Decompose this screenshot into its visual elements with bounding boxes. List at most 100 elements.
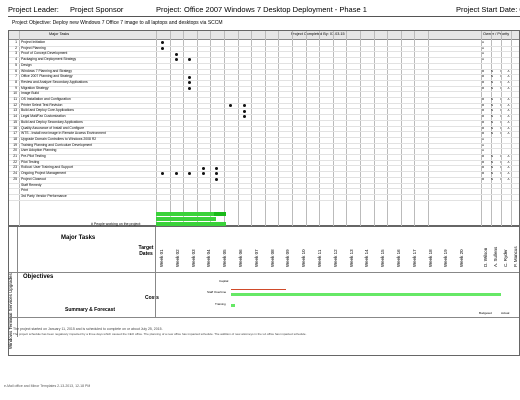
row-number: 18: [13, 136, 17, 141]
row-task-label: Image Build: [21, 91, 39, 96]
grid-vline: [169, 31, 171, 227]
project-leader-value: Project Sponsor: [70, 5, 124, 14]
grid-vline: [511, 31, 512, 227]
summary-divider-v: [155, 227, 156, 317]
row-number: 14: [13, 114, 17, 119]
grid-vline: [278, 31, 280, 227]
grid-vline: [292, 31, 293, 227]
cost-label-staff: Staff Overtime: [207, 290, 227, 294]
header-divider: [8, 16, 520, 17]
row-number: 5: [15, 62, 17, 67]
row-owner-priority: R N I A: [482, 114, 513, 119]
milestone-dot: [215, 166, 219, 170]
week-header: Week 18: [427, 249, 433, 267]
legend-budgeted: Budgeted: [479, 311, 492, 315]
cost-label-training: Training: [215, 302, 226, 306]
row-number: 11: [13, 97, 17, 101]
row-owner-priority: R N I A: [482, 176, 513, 181]
grid-vline: [501, 31, 502, 227]
table-row: 25 Project Closeout R N I A: [9, 177, 519, 182]
week-header: Week 19: [443, 249, 449, 267]
row-task-label: Print: [21, 188, 28, 193]
project-start-date: Project Start Date: 01/: [456, 5, 520, 14]
milestone-dot: [215, 172, 219, 176]
project-objective: Project Objective: Deploy new Windows 7 …: [12, 20, 223, 26]
row-owner-priority: R N I A: [482, 125, 513, 130]
table-row: 20 User Adoption Planning A: [9, 148, 519, 153]
week-header: Week 10: [301, 249, 307, 267]
milestone-dot: [161, 41, 164, 45]
table-row: 22 Pilot Testing R N I A: [9, 160, 519, 165]
grid-hline: [9, 119, 519, 121]
row-task-label: Project Planning: [21, 45, 46, 50]
table-row: 7 Office 2007 Planning and Strategy R N I…: [9, 74, 519, 79]
row-number: 20: [13, 148, 17, 153]
row-task-label: Build and Deploy Core Applications: [21, 108, 74, 113]
row-owner-priority: A: [482, 45, 488, 50]
project-leader-label: Project Leader:: [8, 5, 59, 14]
row-number: 6: [15, 68, 17, 73]
grid-vline: [210, 31, 212, 227]
owner-header: A. Sullens: [493, 246, 498, 267]
row-task-label: OS Installation and Configuration: [21, 97, 71, 101]
week-header: Week 12: [332, 249, 338, 267]
row-number: 25: [13, 176, 17, 181]
objectives-label: Objectives: [23, 274, 54, 280]
milestone-dot: [215, 178, 219, 182]
task-grid: Major Tasks Project Completed By: 07.03.…: [8, 30, 520, 227]
table-row: 18 Upgrade Domain Controllers to Windows …: [9, 137, 519, 142]
row-task-label: WTS - Install new image in Remote Access…: [21, 131, 106, 136]
row-task-label: Build and Deploy Secondary Applications: [21, 119, 83, 124]
grid-vline: [481, 31, 482, 227]
row-owner-priority: R N I A: [482, 165, 513, 170]
green-bar-2: [156, 217, 216, 221]
table-row: 4 Packaging and Deployment Strategy A: [9, 57, 519, 62]
grid-vline: [491, 31, 492, 227]
grid-vline: [264, 31, 266, 227]
week-header: Week 03: [190, 249, 196, 267]
row-task-label: Quality Assurance of Install and Configu…: [21, 125, 85, 130]
row-task-label: Training Planning and Curriculum Develop…: [21, 142, 93, 147]
week-header: Week 15: [380, 249, 386, 267]
row-number: 22: [13, 159, 17, 164]
row-task-label: Upgrade Domain Controllers to Windows 20…: [21, 136, 97, 141]
grid-hline: [9, 131, 519, 133]
grid-hline: [9, 62, 519, 64]
milestone-dot: [161, 47, 164, 50]
grid-hline: [9, 79, 519, 81]
table-row: 23 Rollout: User Training and Support R N …: [9, 165, 519, 170]
row-owner-priority: A: [482, 142, 488, 147]
milestone-dot: [174, 52, 178, 56]
row-owner-priority: A: [482, 57, 488, 62]
table-row: 17 WTS - Install new image in Remote Acce…: [9, 131, 519, 136]
grid-hline: [9, 51, 519, 53]
cost-bar-staff: [231, 293, 501, 296]
grid-vline: [19, 31, 20, 227]
summary-divider-2: [9, 317, 519, 318]
owner-header: P. Mancus: [513, 246, 518, 267]
legend-actual: Actual: [501, 311, 510, 315]
milestone-dot: [242, 104, 246, 107]
row-task-label: Project Closeout: [21, 176, 46, 181]
grid-vline: [156, 31, 157, 227]
table-row: 21 Pre-Pilot Testing R N I A: [9, 154, 519, 159]
grid-hline: [9, 142, 519, 144]
cost-label-capital: Capital: [219, 279, 229, 283]
table-row: 11 OS Installation and Configuration R N …: [9, 97, 519, 102]
row-number: 3: [15, 51, 17, 56]
table-row: 9 Migration Strategy R N I A: [9, 86, 519, 91]
col-completed-by: Project Completed By: 07.03.15: [291, 32, 345, 36]
row-owner-priority: R N I A: [482, 154, 513, 158]
row-number: 19: [13, 142, 17, 147]
grid-hline: [9, 193, 519, 195]
owner-header: D. Wilson: [483, 247, 488, 267]
grid-hline: [9, 182, 519, 184]
row-owner-priority: R N I A: [482, 131, 513, 136]
row-owner-priority: R N I A: [482, 74, 513, 79]
row-owner-priority: R N I A: [482, 119, 513, 124]
table-row: 24 Ongoing Project Management R N I A: [9, 171, 519, 176]
row-task-label: Printer Select Test Revision: [21, 102, 63, 107]
row-task-label: Windows 7 Planning and Strategy: [21, 68, 72, 73]
row-number: 7: [15, 74, 17, 79]
row-owner-priority: R N I A: [482, 79, 513, 84]
